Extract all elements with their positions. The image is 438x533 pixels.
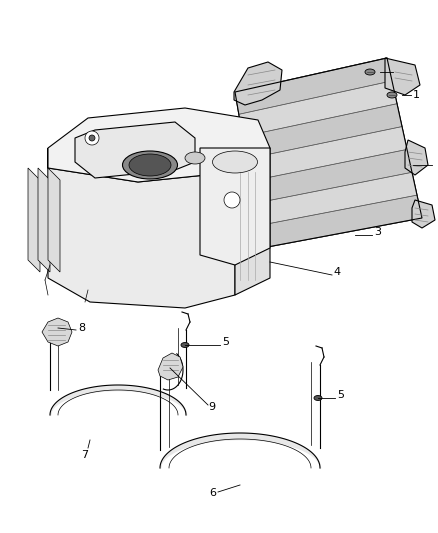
Polygon shape [200,148,270,265]
Polygon shape [239,81,397,136]
Text: 5: 5 [222,337,229,347]
Polygon shape [385,58,420,95]
Text: 1: 1 [395,67,402,77]
Ellipse shape [129,154,171,176]
Text: 3: 3 [374,227,381,237]
Ellipse shape [314,395,322,400]
Polygon shape [38,168,50,272]
Polygon shape [42,318,72,346]
Polygon shape [158,353,183,380]
Polygon shape [234,62,282,105]
Polygon shape [48,168,60,272]
Text: 8: 8 [78,323,85,333]
Ellipse shape [387,92,397,98]
Polygon shape [251,149,412,204]
Text: 4: 4 [333,267,340,277]
Polygon shape [48,148,235,308]
Polygon shape [235,148,270,295]
Circle shape [224,192,240,208]
Ellipse shape [181,343,189,348]
Circle shape [89,135,95,141]
Polygon shape [48,108,270,182]
Polygon shape [75,122,195,178]
Polygon shape [258,195,422,248]
Ellipse shape [365,69,375,75]
Polygon shape [412,200,435,228]
Polygon shape [235,58,422,248]
Ellipse shape [185,152,205,164]
Text: 9: 9 [208,402,215,412]
Polygon shape [235,58,392,114]
Circle shape [85,131,99,145]
Polygon shape [405,140,428,175]
Polygon shape [254,172,417,225]
Text: 7: 7 [81,450,88,460]
Text: 2: 2 [414,157,421,167]
Text: 5: 5 [337,390,344,400]
Ellipse shape [123,151,177,179]
Text: 1: 1 [413,90,420,100]
Ellipse shape [212,151,258,173]
Polygon shape [247,126,407,181]
Text: 6: 6 [209,488,216,498]
Polygon shape [243,104,402,159]
Polygon shape [28,168,40,272]
